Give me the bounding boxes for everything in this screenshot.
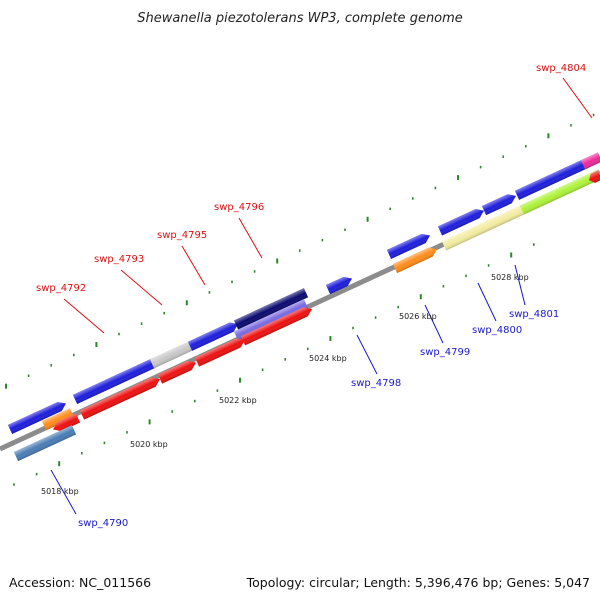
gene-arrow xyxy=(53,413,81,432)
gene-arrow xyxy=(194,338,246,367)
gene-label: swp_4801 xyxy=(509,309,559,320)
label-leader-line xyxy=(181,245,206,286)
gene-arrow xyxy=(149,341,193,369)
label-leader-line xyxy=(562,77,593,119)
gene-arrow xyxy=(41,408,75,431)
gene-arrow xyxy=(233,288,309,330)
gene-arrow xyxy=(589,170,600,183)
gene-arrow xyxy=(519,169,600,215)
label-leader-lines xyxy=(50,77,593,515)
gene-arrow xyxy=(441,205,525,251)
gene-arrow xyxy=(514,157,596,200)
scale-label: 5022 kbp xyxy=(219,396,257,405)
accession-text: Accession: NC_011566 xyxy=(9,575,152,590)
gene-arrow xyxy=(240,307,313,346)
gene-labels: swp_4804 swp_4796 swp_4795 swp_4793 swp_4792… xyxy=(36,63,586,529)
gene-arrow xyxy=(580,152,600,170)
label-leader-line xyxy=(120,269,163,306)
gene-arrow xyxy=(386,233,431,259)
gene-arrow xyxy=(13,425,77,462)
scale-label: 5020 kbp xyxy=(130,440,168,449)
gene-arrow xyxy=(392,247,438,274)
scale-label: 5024 kbp xyxy=(309,354,347,363)
gene-label: swp_4798 xyxy=(351,378,401,389)
gene-label: swp_4796 xyxy=(214,202,264,213)
gene-arrow xyxy=(437,208,485,236)
gene-label: swp_4790 xyxy=(78,518,128,529)
tick-marks xyxy=(5,113,595,486)
gene-label: swp_4792 xyxy=(36,283,86,294)
scale-label: 5018 kbp xyxy=(41,487,79,496)
label-leader-line xyxy=(514,264,526,306)
scale-labels: 5018 kbp 5020 kbp 5022 kbp 5024 kbp 5026 kbp… xyxy=(41,273,529,496)
map-title: Shewanella piezotolerans WP3, complete g… xyxy=(137,11,463,26)
gene-arrow xyxy=(157,360,197,384)
gene-arrow xyxy=(187,322,239,351)
gene-label: swp_4795 xyxy=(157,230,207,241)
label-leader-line xyxy=(238,217,263,259)
gene-arrow xyxy=(7,401,67,434)
gene-arrow xyxy=(481,194,517,216)
label-leader-line xyxy=(50,469,77,515)
gene-label: swp_4793 xyxy=(94,254,144,265)
gene-arrow xyxy=(233,299,309,341)
gene-arrow xyxy=(79,377,161,420)
gene-label: swp_4799 xyxy=(420,347,470,358)
scale-label: 5026 kbp xyxy=(399,312,437,321)
scale-label: 5028 kbp xyxy=(491,273,529,282)
gene-label: swp_4804 xyxy=(536,63,586,74)
label-leader-line xyxy=(63,298,105,334)
gene-label: swp_4800 xyxy=(472,325,522,336)
gene-arrow xyxy=(72,358,161,404)
label-leader-line xyxy=(424,304,444,344)
label-leader-line xyxy=(477,282,497,322)
label-leader-line xyxy=(356,334,378,375)
gene-features xyxy=(7,152,600,462)
gene-arrow xyxy=(325,276,353,295)
genome-summary-text: Topology: circular; Length: 5,396,476 bp… xyxy=(246,575,590,590)
